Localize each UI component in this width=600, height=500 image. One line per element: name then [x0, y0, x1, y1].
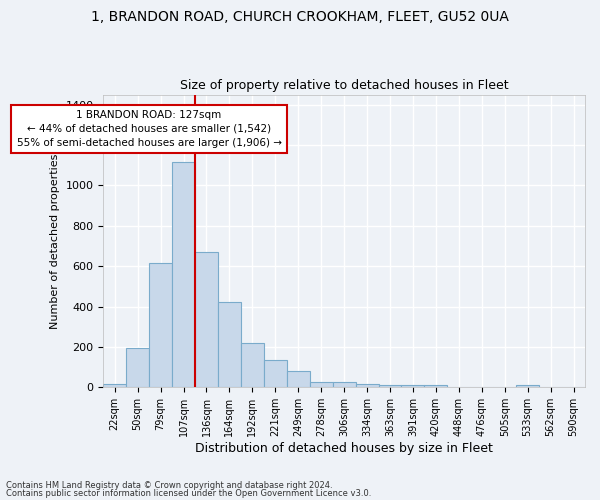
Text: Contains public sector information licensed under the Open Government Licence v3: Contains public sector information licen…: [6, 488, 371, 498]
Bar: [401, 386, 424, 388]
Bar: [424, 386, 448, 388]
Bar: [356, 384, 379, 388]
Bar: [332, 382, 356, 388]
Bar: [264, 360, 287, 388]
Title: Size of property relative to detached houses in Fleet: Size of property relative to detached ho…: [180, 79, 508, 92]
Bar: [103, 384, 126, 388]
Bar: [126, 348, 149, 388]
Bar: [195, 252, 218, 388]
Bar: [218, 302, 241, 388]
Bar: [172, 162, 195, 388]
Bar: [149, 263, 172, 388]
Bar: [379, 386, 401, 388]
X-axis label: Distribution of detached houses by size in Fleet: Distribution of detached houses by size …: [195, 442, 493, 455]
Bar: [241, 343, 264, 388]
Text: Contains HM Land Registry data © Crown copyright and database right 2024.: Contains HM Land Registry data © Crown c…: [6, 481, 332, 490]
Y-axis label: Number of detached properties: Number of detached properties: [50, 154, 60, 328]
Bar: [516, 386, 539, 388]
Bar: [310, 382, 332, 388]
Text: 1, BRANDON ROAD, CHURCH CROOKHAM, FLEET, GU52 0UA: 1, BRANDON ROAD, CHURCH CROOKHAM, FLEET,…: [91, 10, 509, 24]
Bar: [287, 371, 310, 388]
Text: 1 BRANDON ROAD: 127sqm
← 44% of detached houses are smaller (1,542)
55% of semi-: 1 BRANDON ROAD: 127sqm ← 44% of detached…: [17, 110, 281, 148]
